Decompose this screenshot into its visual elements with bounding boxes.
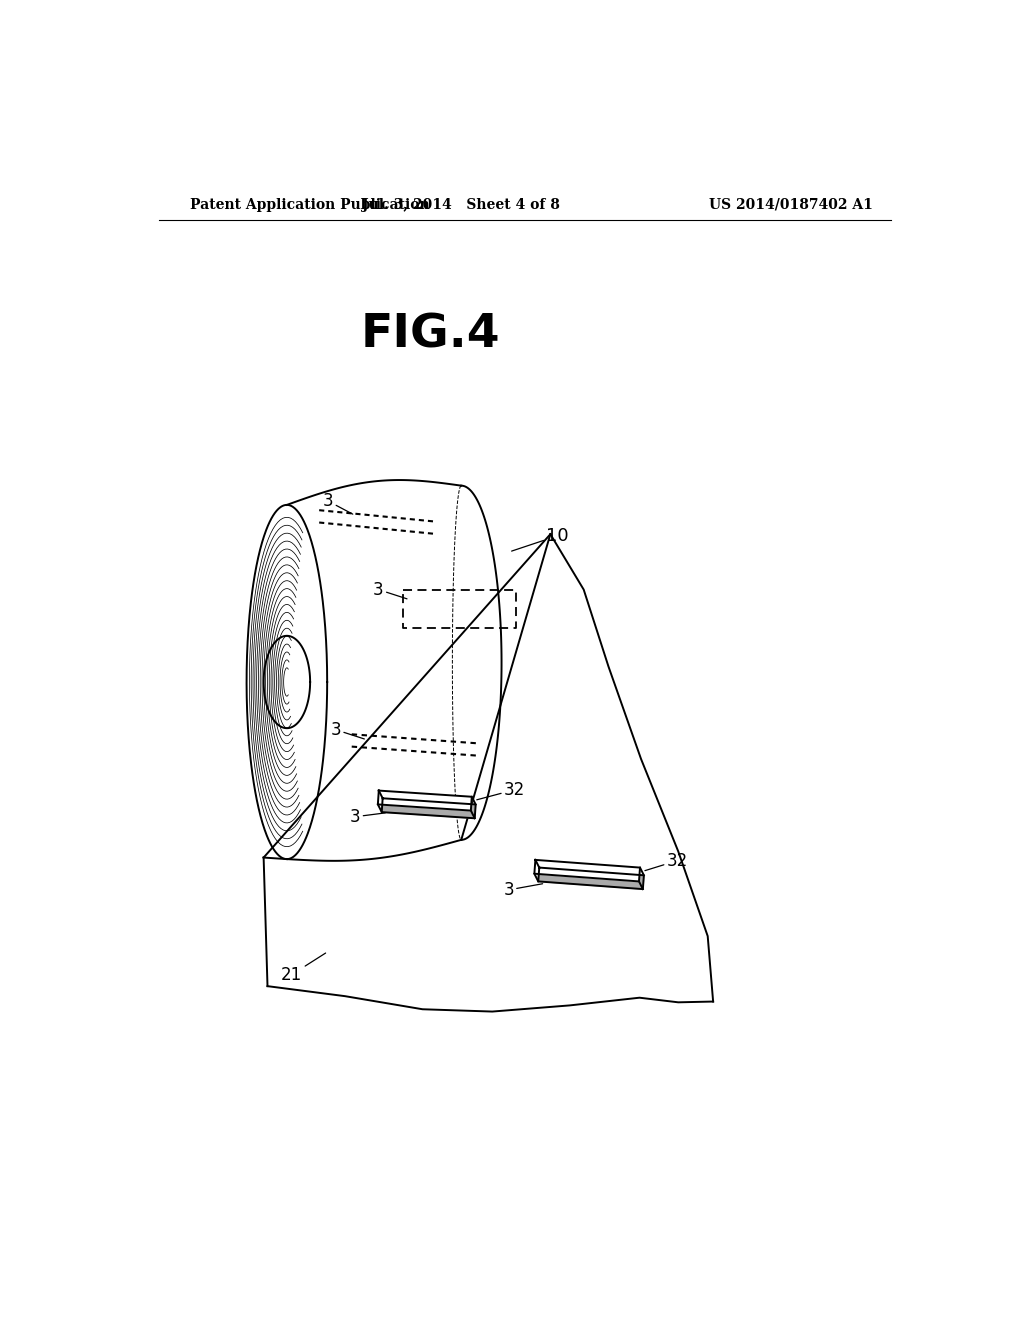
Polygon shape <box>382 799 476 818</box>
Text: 3: 3 <box>504 880 543 899</box>
Text: 10: 10 <box>512 527 569 552</box>
Text: Jul. 3, 2014   Sheet 4 of 8: Jul. 3, 2014 Sheet 4 of 8 <box>362 198 560 211</box>
Text: FIG.4: FIG.4 <box>360 313 500 358</box>
Text: Patent Application Publication: Patent Application Publication <box>190 198 430 211</box>
Text: 32: 32 <box>645 851 688 871</box>
Text: 3: 3 <box>323 492 352 515</box>
Polygon shape <box>539 867 644 890</box>
Polygon shape <box>535 859 640 882</box>
Text: 3: 3 <box>350 808 385 826</box>
Text: 32: 32 <box>477 781 525 800</box>
Text: 21: 21 <box>282 953 326 983</box>
Text: 3: 3 <box>331 721 365 739</box>
Polygon shape <box>378 791 472 810</box>
Text: US 2014/0187402 A1: US 2014/0187402 A1 <box>710 198 873 211</box>
Text: 3: 3 <box>373 581 407 599</box>
